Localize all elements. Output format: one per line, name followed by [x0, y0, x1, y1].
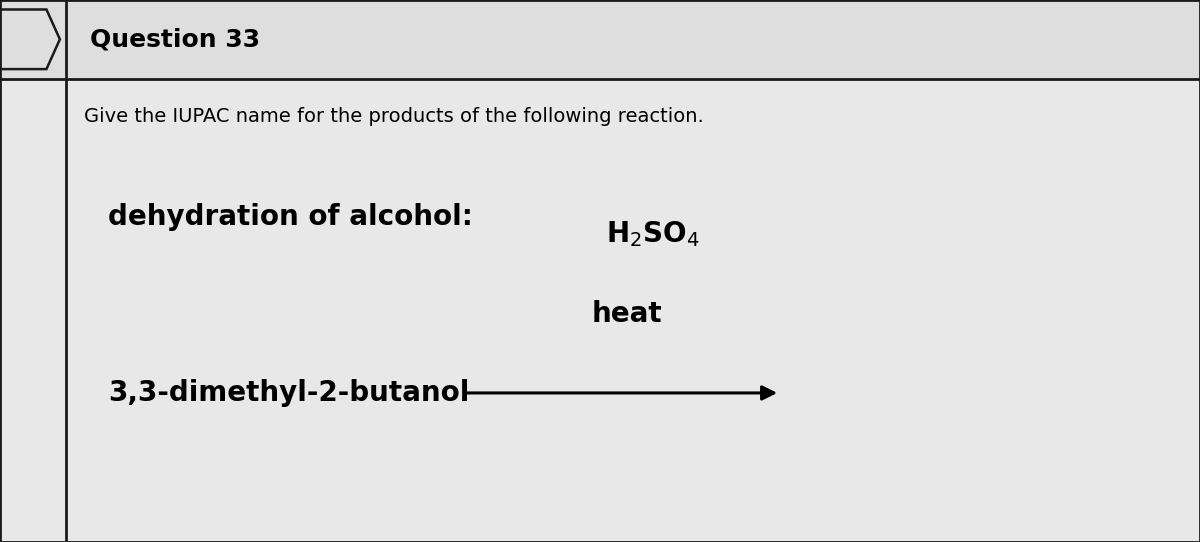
Text: dehydration of alcohol:: dehydration of alcohol: — [108, 203, 473, 231]
Bar — [0, 0, 1200, 79]
Text: Give the IUPAC name for the products of the following reaction.: Give the IUPAC name for the products of … — [84, 107, 703, 126]
Text: 3,3-dimethyl-2-butanol: 3,3-dimethyl-2-butanol — [108, 379, 469, 407]
Text: Question 33: Question 33 — [90, 27, 260, 51]
Text: heat: heat — [592, 300, 662, 328]
Text: H$_2$SO$_4$: H$_2$SO$_4$ — [606, 220, 700, 249]
